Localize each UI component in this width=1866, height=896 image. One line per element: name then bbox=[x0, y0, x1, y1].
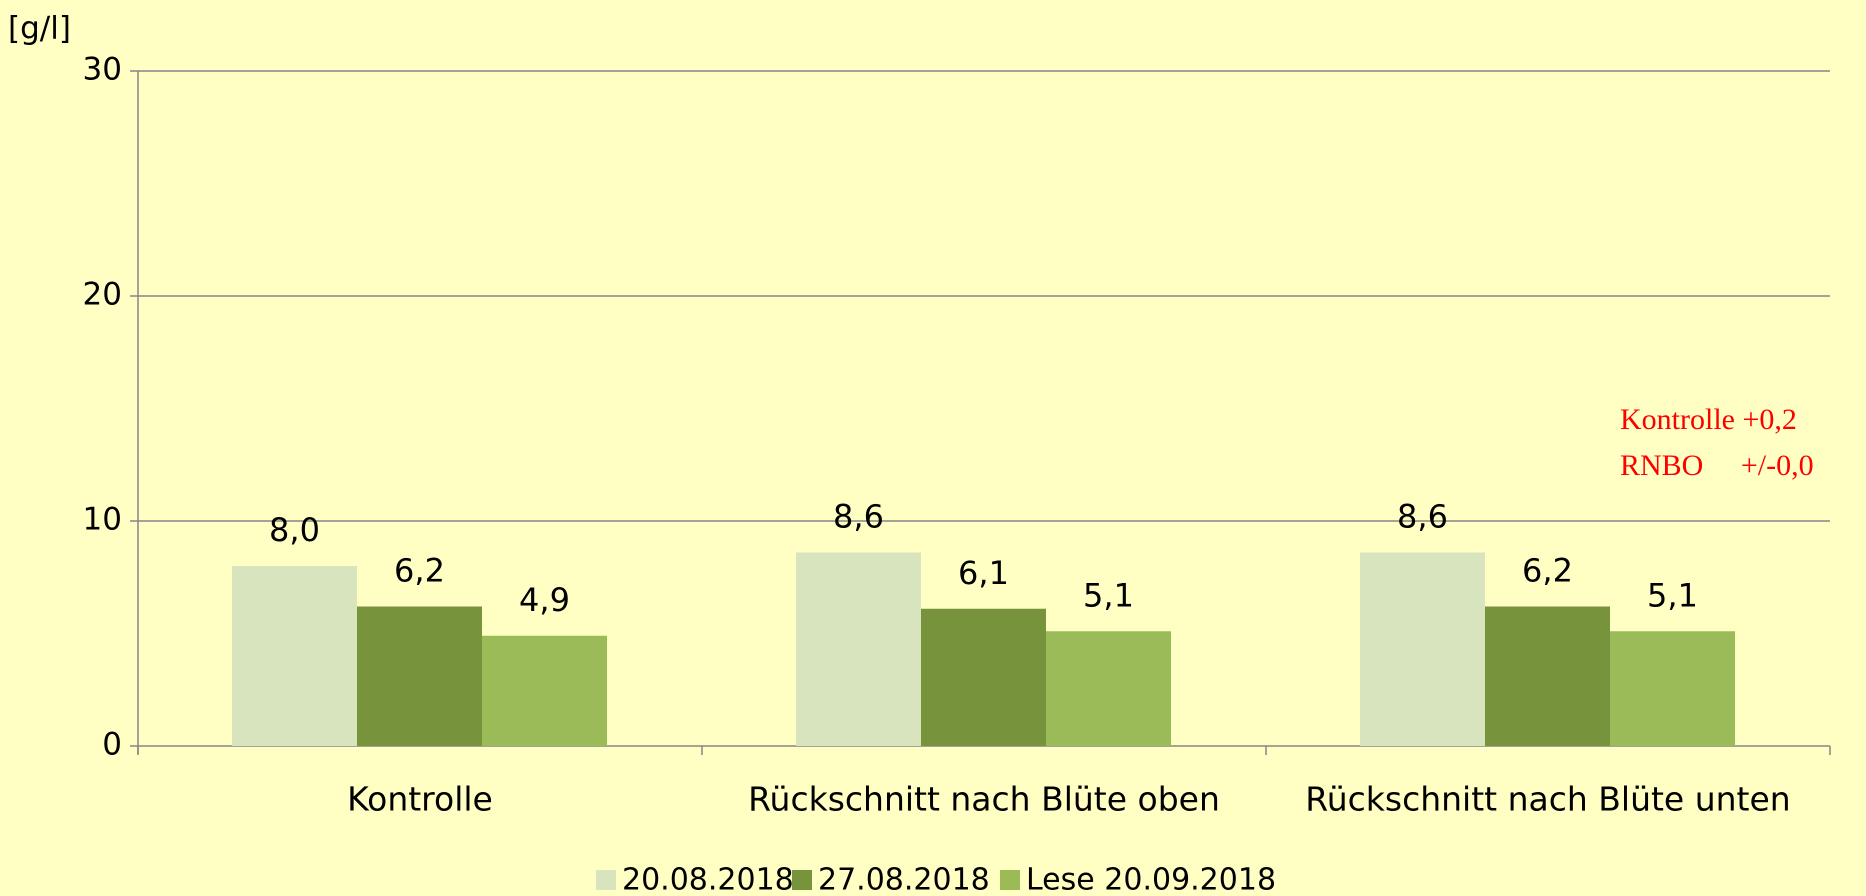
y-tick-label: 30 bbox=[83, 52, 122, 88]
data-label: 5,1 bbox=[1647, 576, 1698, 614]
legend-swatch bbox=[1000, 870, 1020, 890]
legend-label: Lese 20.09.2018 bbox=[1026, 863, 1276, 896]
legend-label: 20.08.2018 bbox=[622, 863, 794, 896]
y-tick-label: 0 bbox=[102, 727, 122, 763]
y-axis-label: [g/l] bbox=[8, 11, 71, 47]
data-label: 5,1 bbox=[1083, 576, 1134, 614]
data-label: 8,6 bbox=[1397, 498, 1448, 536]
x-tick-label: Kontrolle bbox=[347, 780, 493, 819]
bar bbox=[482, 635, 607, 746]
data-label: 6,1 bbox=[958, 554, 1009, 592]
data-label: 4,9 bbox=[519, 581, 570, 619]
bar bbox=[796, 552, 921, 746]
bar bbox=[1610, 631, 1735, 746]
annotation: Kontrolle +0,2 bbox=[1620, 403, 1797, 436]
y-tick-label: 10 bbox=[83, 502, 122, 538]
y-tick-label: 20 bbox=[83, 277, 122, 313]
data-label: 6,2 bbox=[1522, 552, 1573, 590]
bar bbox=[1360, 552, 1485, 746]
data-label: 8,6 bbox=[833, 498, 884, 536]
legend-label: 27.08.2018 bbox=[818, 863, 990, 896]
data-label: 6,2 bbox=[394, 552, 445, 590]
annotation: RNBO +/-0,0 bbox=[1620, 449, 1814, 482]
legend-swatch bbox=[792, 870, 812, 890]
legend-swatch bbox=[596, 870, 616, 890]
x-tick-label: Rückschnitt nach Blüte unten bbox=[1305, 780, 1790, 819]
data-label: 8,0 bbox=[269, 511, 320, 549]
bar bbox=[921, 608, 1046, 746]
bar bbox=[1485, 606, 1610, 746]
x-tick-label: Rückschnitt nach Blüte oben bbox=[748, 780, 1220, 819]
bar bbox=[232, 566, 357, 746]
bar bbox=[1046, 631, 1171, 746]
bar bbox=[357, 606, 482, 746]
